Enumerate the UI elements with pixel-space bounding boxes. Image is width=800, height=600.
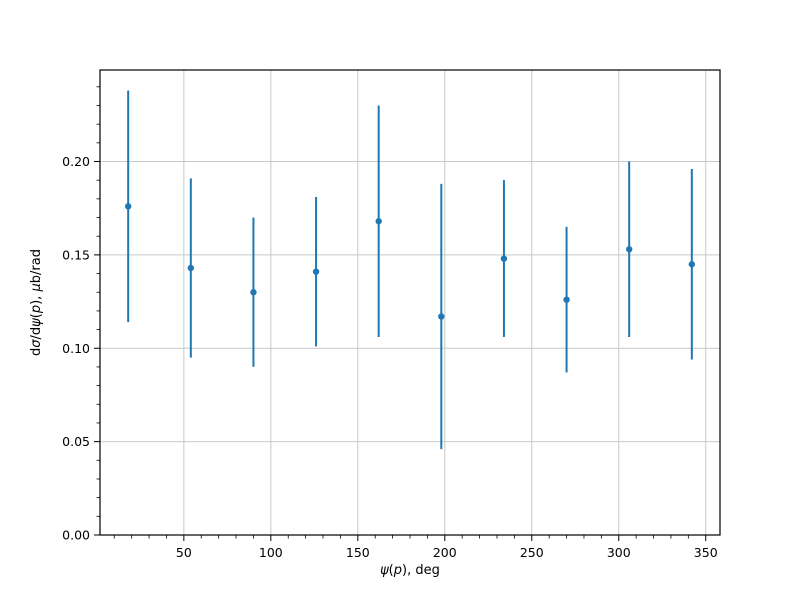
y-tick-label: 0.00 [62,528,90,543]
data-point-marker [563,296,570,303]
y-tick-labels: 0.00 0.05 0.10 0.15 0.20 [62,154,90,542]
data-point-marker [187,264,195,272]
data-point-marker [250,289,257,296]
y-tick-label: 0.15 [62,247,90,262]
data-point-marker [688,261,696,268]
y-tick-label: 0.10 [62,341,90,356]
x-gridlines [183,70,707,535]
data-point-marker [438,313,445,320]
x-tick-label: 300 [607,545,631,560]
data-point-marker [500,255,508,262]
errorbar-series [124,90,696,450]
data-point-marker [625,246,633,253]
x-minor-ticks [113,535,689,539]
plot-border [99,69,721,536]
x-tick-label: 150 [346,545,370,560]
y-tick-label: 0.05 [62,434,90,449]
x-tick-label: 200 [433,545,457,560]
x-tick-labels: 50 100 150 200 250 300 350 [176,545,718,560]
x-tick-label: 350 [694,545,718,560]
x-axis-label: ψ(p), deg [380,563,440,578]
data-point-marker [124,203,132,210]
plot-area [100,70,720,535]
x-tick-label: 50 [176,545,192,560]
y-tick-label: 0.20 [62,154,90,169]
x-tick-label: 100 [259,545,283,560]
y-major-ticks [94,161,100,536]
x-tick-label: 250 [520,545,544,560]
y-axis-label: dσ/dψ(p), μb/rad [29,249,44,356]
data-point-marker [312,268,320,275]
x-major-ticks [183,535,707,541]
data-point-marker [375,218,382,225]
